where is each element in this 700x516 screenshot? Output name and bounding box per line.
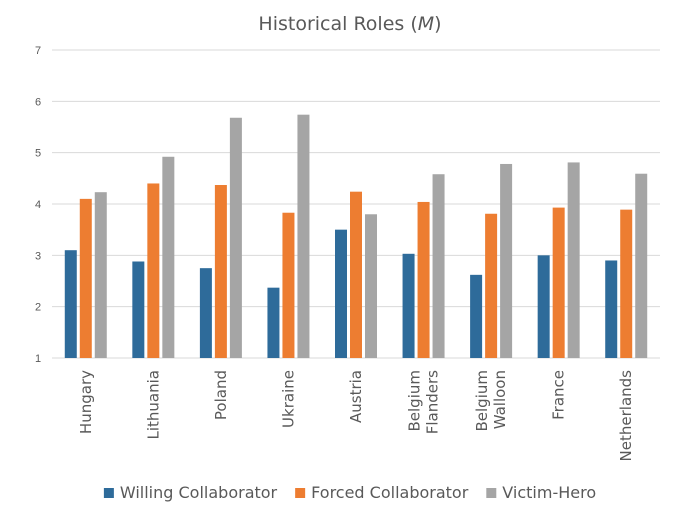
- chart-title-symbol: M: [418, 13, 434, 35]
- bar: [350, 191, 362, 358]
- bar: [417, 201, 430, 358]
- bar: [94, 192, 107, 358]
- bar: [500, 163, 513, 358]
- x-tick-label: Netherlands: [617, 370, 635, 462]
- bar: [402, 253, 415, 358]
- legend-label: Forced Collaborator: [311, 483, 469, 502]
- bar: [282, 212, 295, 358]
- x-tick-label: Lithuania: [144, 370, 162, 439]
- y-tick-label: 6: [35, 96, 41, 108]
- x-tick-label-line: Walloon: [491, 370, 509, 429]
- legend-swatch: [295, 488, 306, 498]
- x-tick-label-line: Belgium: [406, 370, 424, 432]
- bar: [147, 183, 160, 358]
- x-tick-label: Ukraine: [279, 370, 297, 428]
- x-tick-label: Hungary: [77, 370, 95, 434]
- x-tick-label-line: Netherlands: [617, 370, 635, 462]
- x-tick-label-line: Lithuania: [144, 370, 162, 439]
- bar: [229, 117, 242, 358]
- x-tick-label-line: Flanders: [424, 370, 442, 434]
- x-tick-label-line: Belgium: [473, 370, 491, 432]
- bar: [470, 274, 483, 358]
- x-tick-label: France: [550, 370, 568, 420]
- legend-swatch: [486, 488, 497, 498]
- chart-title-main: Historical Roles (: [258, 13, 417, 35]
- x-tick-label: Belgium Flanders: [406, 370, 442, 434]
- bar: [432, 174, 445, 358]
- x-tick-label: Poland: [212, 370, 230, 420]
- bar: [635, 173, 648, 358]
- bar: [485, 213, 498, 358]
- bar: [335, 229, 347, 358]
- bar: [552, 207, 565, 358]
- y-tick-label: 4: [35, 199, 41, 211]
- y-axis-ticks: 1 2 3 4 5 6 7: [35, 45, 41, 365]
- y-tick-label: 3: [35, 250, 41, 262]
- x-tick-label: Belgium Walloon: [473, 370, 509, 432]
- bar: [79, 198, 92, 358]
- bar: [297, 114, 310, 359]
- y-tick-label: 7: [35, 45, 41, 57]
- legend-swatch: [103, 488, 114, 498]
- bar: [199, 268, 212, 358]
- bar: [620, 209, 633, 358]
- bars: [64, 114, 648, 359]
- y-tick-label: 2: [35, 302, 41, 314]
- x-tick-label-line: Hungary: [77, 370, 95, 434]
- bar: [567, 162, 580, 358]
- x-tick-label-line: Poland: [212, 370, 230, 420]
- x-axis-ticks: Hungary Lithuania Poland Ukraine Austria Belg…: [77, 370, 635, 462]
- legend-item: Willing Collaborator: [103, 483, 278, 502]
- chart-title-close: ): [434, 13, 441, 35]
- x-tick-label-line: Ukraine: [279, 370, 297, 428]
- chart-title: Historical Roles (M): [258, 13, 441, 35]
- bar: [64, 250, 77, 358]
- bar: [267, 287, 280, 358]
- bar: [605, 260, 618, 358]
- x-tick-label-line: France: [550, 370, 568, 420]
- legend: Willing Collaborator Forced Collaborator V…: [103, 483, 596, 502]
- bar: [132, 261, 145, 358]
- x-tick-label-line: Austria: [347, 370, 365, 423]
- x-tick-label: Austria: [347, 370, 365, 423]
- legend-item: Forced Collaborator: [295, 483, 469, 502]
- bar: [162, 156, 175, 358]
- y-tick-label: 1: [35, 353, 41, 365]
- bar: [537, 255, 550, 358]
- y-tick-label: 5: [35, 148, 41, 160]
- bar: [214, 185, 227, 358]
- bar: [365, 214, 377, 358]
- legend-label: Victim-Hero: [502, 483, 596, 502]
- legend-item: Victim-Hero: [486, 483, 596, 502]
- legend-label: Willing Collaborator: [120, 483, 278, 502]
